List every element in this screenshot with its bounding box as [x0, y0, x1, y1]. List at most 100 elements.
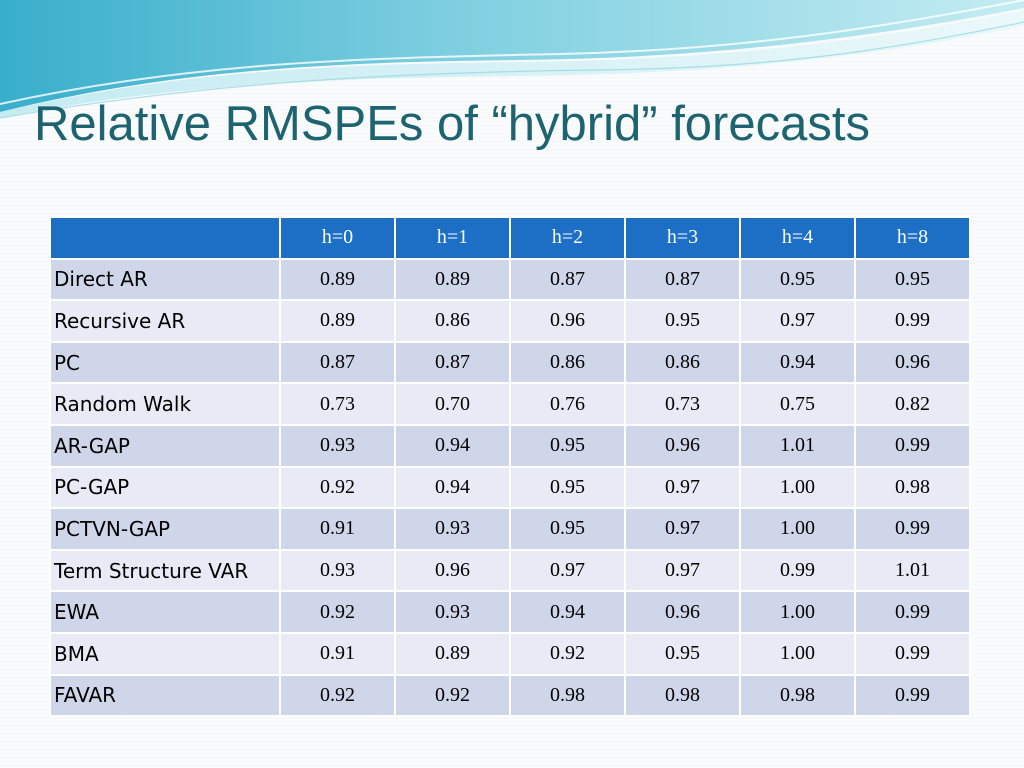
- table-cell: 0.95: [626, 633, 739, 674]
- table-cell: 0.99: [856, 633, 969, 674]
- table-cell: 0.95: [511, 509, 624, 549]
- row-label: Direct AR: [51, 259, 279, 300]
- row-label: PCTVN-GAP: [51, 509, 279, 549]
- table-cell: 0.99: [856, 425, 969, 466]
- table-cell: 0.92: [281, 675, 394, 716]
- table-cell: 0.76: [511, 384, 624, 424]
- table-cell: 0.98: [626, 675, 739, 716]
- table-cell: 0.97: [511, 550, 624, 591]
- table-cell: 1.00: [741, 592, 854, 632]
- table-cell: 0.99: [741, 550, 854, 591]
- table-cell: 0.86: [396, 301, 509, 341]
- slide-title: Relative RMSPEs of “hybrid” forecasts: [34, 97, 870, 151]
- table-row: PC-GAP 0.92 0.94 0.95 0.97 1.00 0.98: [51, 467, 969, 508]
- column-header: h=2: [511, 218, 624, 258]
- table-cell: 1.01: [856, 550, 969, 591]
- table-header-row: h=0 h=1 h=2 h=3 h=4 h=8: [51, 218, 969, 258]
- table-cell: 0.94: [396, 467, 509, 508]
- table-cell: 0.97: [741, 301, 854, 341]
- header-corner-cell: [51, 218, 279, 258]
- table-row: Recursive AR 0.89 0.86 0.96 0.95 0.97 0.…: [51, 301, 969, 341]
- table-row: PCTVN-GAP 0.91 0.93 0.95 0.97 1.00 0.99: [51, 509, 969, 549]
- table-cell: 0.93: [396, 509, 509, 549]
- table-cell: 0.87: [626, 259, 739, 300]
- table-cell: 0.94: [511, 592, 624, 632]
- table-cell: 0.99: [856, 675, 969, 716]
- row-label: BMA: [51, 633, 279, 674]
- table-cell: 1.01: [741, 425, 854, 466]
- row-label: PC: [51, 342, 279, 383]
- table-cell: 0.96: [856, 342, 969, 383]
- table-cell: 1.00: [741, 509, 854, 549]
- table-cell: 0.92: [281, 592, 394, 632]
- table-cell: 0.95: [511, 467, 624, 508]
- table-cell: 0.97: [626, 509, 739, 549]
- column-header: h=4: [741, 218, 854, 258]
- table-cell: 0.96: [396, 550, 509, 591]
- row-label: FAVAR: [51, 675, 279, 716]
- row-label: Recursive AR: [51, 301, 279, 341]
- table-cell: 0.98: [741, 675, 854, 716]
- table-cell: 0.75: [741, 384, 854, 424]
- table-row: FAVAR 0.92 0.92 0.98 0.98 0.98 0.99: [51, 675, 969, 716]
- table-cell: 0.99: [856, 509, 969, 549]
- rmspe-table: h=0 h=1 h=2 h=3 h=4 h=8 Direct AR 0.89 0…: [49, 216, 971, 718]
- table-cell: 0.87: [511, 259, 624, 300]
- table-cell: 0.73: [626, 384, 739, 424]
- table-cell: 0.94: [396, 425, 509, 466]
- column-header: h=0: [281, 218, 394, 258]
- table-cell: 0.99: [856, 592, 969, 632]
- row-label: EWA: [51, 592, 279, 632]
- column-header: h=8: [856, 218, 969, 258]
- row-label: AR-GAP: [51, 425, 279, 466]
- row-label: PC-GAP: [51, 467, 279, 508]
- table-cell: 0.98: [511, 675, 624, 716]
- row-label: Term Structure VAR: [51, 550, 279, 591]
- table-cell: 0.89: [281, 259, 394, 300]
- table-cell: 0.93: [281, 425, 394, 466]
- table-cell: 0.92: [281, 467, 394, 508]
- table-cell: 0.86: [626, 342, 739, 383]
- table-cell: 0.97: [626, 467, 739, 508]
- table-cell: 0.95: [856, 259, 969, 300]
- table-row: Random Walk 0.73 0.70 0.76 0.73 0.75 0.8…: [51, 384, 969, 424]
- table-cell: 0.94: [741, 342, 854, 383]
- table-row: EWA 0.92 0.93 0.94 0.96 1.00 0.99: [51, 592, 969, 632]
- table-cell: 0.93: [396, 592, 509, 632]
- table-cell: 0.87: [281, 342, 394, 383]
- table-cell: 0.89: [396, 259, 509, 300]
- table-cell: 0.70: [396, 384, 509, 424]
- row-label: Random Walk: [51, 384, 279, 424]
- table-row: Direct AR 0.89 0.89 0.87 0.87 0.95 0.95: [51, 259, 969, 300]
- table-cell: 1.00: [741, 467, 854, 508]
- table-cell: 0.91: [281, 509, 394, 549]
- table-cell: 0.82: [856, 384, 969, 424]
- table-cell: 0.91: [281, 633, 394, 674]
- table-row: AR-GAP 0.93 0.94 0.95 0.96 1.01 0.99: [51, 425, 969, 466]
- table-cell: 0.97: [626, 550, 739, 591]
- table-row: Term Structure VAR 0.93 0.96 0.97 0.97 0…: [51, 550, 969, 591]
- table-row: BMA 0.91 0.89 0.92 0.95 1.00 0.99: [51, 633, 969, 674]
- table-cell: 0.95: [741, 259, 854, 300]
- table-cell: 0.95: [626, 301, 739, 341]
- table-cell: 0.98: [856, 467, 969, 508]
- table-cell: 0.95: [511, 425, 624, 466]
- table-cell: 0.92: [511, 633, 624, 674]
- table-cell: 0.92: [396, 675, 509, 716]
- table-cell: 0.89: [281, 301, 394, 341]
- table-cell: 0.86: [511, 342, 624, 383]
- table-cell: 0.96: [626, 425, 739, 466]
- table-cell: 0.93: [281, 550, 394, 591]
- wave-decoration: [0, 0, 1024, 119]
- table-cell: 0.96: [626, 592, 739, 632]
- table-cell: 0.87: [396, 342, 509, 383]
- column-header: h=3: [626, 218, 739, 258]
- table-cell: 0.96: [511, 301, 624, 341]
- table-cell: 0.89: [396, 633, 509, 674]
- column-header: h=1: [396, 218, 509, 258]
- table-cell: 0.99: [856, 301, 969, 341]
- table-row: PC 0.87 0.87 0.86 0.86 0.94 0.96: [51, 342, 969, 383]
- table-cell: 0.73: [281, 384, 394, 424]
- table-cell: 1.00: [741, 633, 854, 674]
